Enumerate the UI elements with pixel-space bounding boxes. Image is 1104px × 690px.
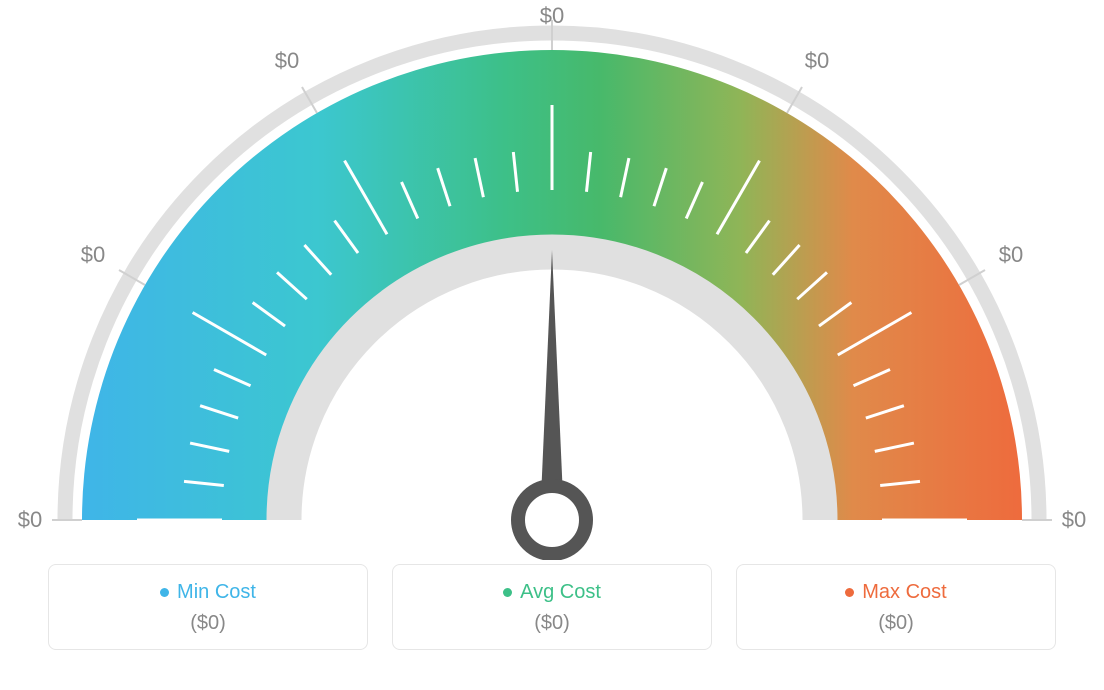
legend-title-max: Max Cost — [845, 581, 946, 604]
gauge-tick-label: $0 — [1062, 507, 1086, 533]
legend-label: Avg Cost — [520, 581, 601, 604]
gauge-tick-label: $0 — [81, 242, 105, 268]
gauge-needle-hub — [518, 486, 586, 554]
gauge-tick-label: $0 — [999, 242, 1023, 268]
legend-value: ($0) — [737, 612, 1055, 635]
gauge-svg — [0, 0, 1104, 560]
legend-title-avg: Avg Cost — [503, 581, 601, 604]
gauge-tick-label: $0 — [275, 48, 299, 74]
legend-value: ($0) — [49, 612, 367, 635]
legend-dot-icon — [845, 588, 854, 597]
legend-label: Min Cost — [177, 581, 256, 604]
legend-box-min: Min Cost ($0) — [48, 564, 368, 650]
legend-dot-icon — [503, 588, 512, 597]
legend-row: Min Cost ($0) Avg Cost ($0) Max Cost ($0) — [0, 564, 1104, 650]
gauge-tick-label: $0 — [540, 3, 564, 29]
legend-box-max: Max Cost ($0) — [736, 564, 1056, 650]
legend-value: ($0) — [393, 612, 711, 635]
gauge-tick-label: $0 — [18, 507, 42, 533]
legend-label: Max Cost — [862, 581, 946, 604]
legend-title-min: Min Cost — [160, 581, 256, 604]
gauge-tick-label: $0 — [805, 48, 829, 74]
legend-dot-icon — [160, 588, 169, 597]
legend-box-avg: Avg Cost ($0) — [392, 564, 712, 650]
gauge-chart: $0 $0 $0 $0 $0 $0 $0 — [0, 0, 1104, 560]
